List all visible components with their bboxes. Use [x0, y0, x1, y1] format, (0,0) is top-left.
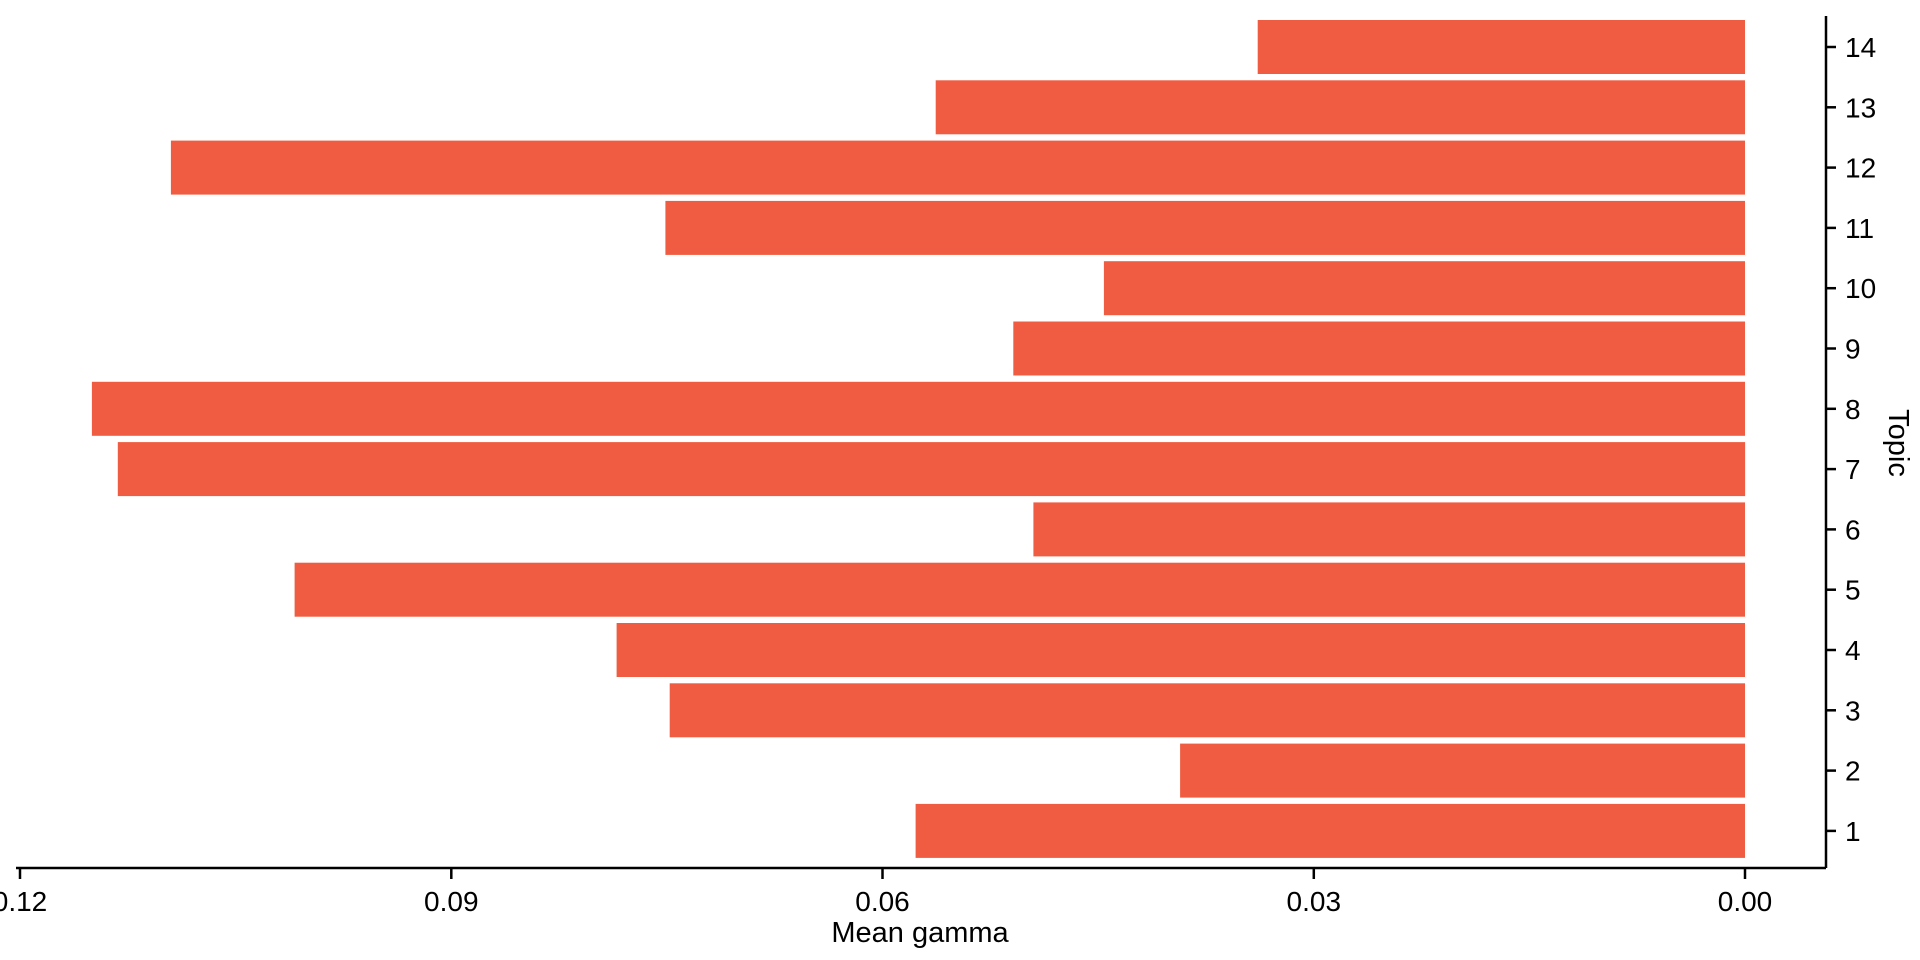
y-tick-label: 10 — [1845, 273, 1876, 304]
x-tick-label: 0.09 — [424, 886, 479, 917]
bar-topic-10 — [1103, 261, 1745, 316]
x-axis-title: Mean gamma — [831, 917, 1009, 949]
y-tick-label: 14 — [1845, 32, 1876, 63]
bar-topic-2 — [1180, 743, 1745, 798]
bar-topic-4 — [616, 623, 1745, 677]
y-axis-title: Topic — [1882, 409, 1914, 477]
bar-topic-14 — [1257, 20, 1745, 74]
x-tick-label: 0.06 — [855, 886, 910, 917]
x-tick-label: 0.12 — [0, 886, 47, 917]
x-tick-label: 0.00 — [1718, 886, 1773, 917]
bar-topic-5 — [294, 562, 1746, 617]
y-tick-label: 7 — [1845, 454, 1861, 485]
bar-topic-1 — [915, 803, 1745, 858]
bar-topic-7 — [117, 442, 1746, 497]
bar-topic-11 — [665, 200, 1745, 255]
bar-topic-3 — [669, 683, 1746, 738]
bars-group — [91, 20, 1746, 858]
y-tick-label: 5 — [1845, 575, 1861, 606]
y-tick-label: 2 — [1845, 756, 1861, 787]
y-tick-label: 4 — [1845, 635, 1861, 666]
y-tick-label: 12 — [1845, 153, 1876, 184]
x-tick-label: 0.03 — [1287, 886, 1342, 917]
bar-topic-6 — [1033, 502, 1745, 557]
bar-topic-8 — [91, 381, 1745, 436]
x-axis: 0.12 0.09 0.06 0.03 0.00 — [0, 866, 1826, 917]
bar-topic-9 — [1013, 321, 1745, 376]
y-tick-label: 6 — [1845, 514, 1861, 545]
bar-topic-12 — [170, 140, 1745, 195]
y-tick-label: 9 — [1845, 334, 1861, 365]
y-tick-label: 1 — [1845, 816, 1861, 847]
y-tick-label: 11 — [1845, 213, 1874, 244]
bar-topic-13 — [935, 80, 1745, 135]
y-tick-label: 8 — [1845, 394, 1861, 425]
y-tick-label: 3 — [1845, 695, 1861, 726]
y-tick-label: 13 — [1845, 92, 1876, 123]
